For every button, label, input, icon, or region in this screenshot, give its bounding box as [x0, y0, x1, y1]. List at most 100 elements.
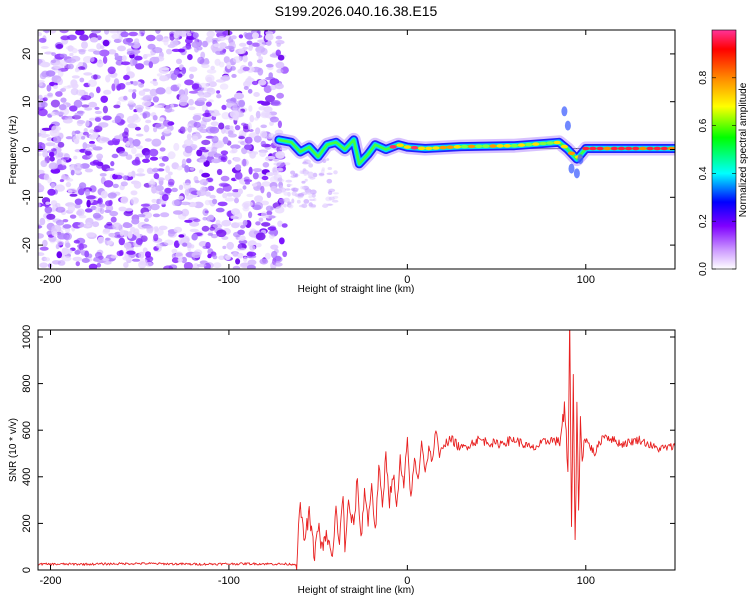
noise-blob	[197, 56, 205, 64]
noise-blob	[184, 165, 190, 173]
noise-blob	[74, 198, 83, 205]
noise-blob	[331, 199, 339, 203]
noise-blob	[270, 244, 279, 250]
ridge-core	[567, 151, 576, 156]
noise-blob	[153, 233, 159, 242]
ridge-core	[425, 146, 433, 151]
noise-blob	[258, 56, 264, 61]
y-tick-label: -20	[21, 237, 33, 253]
noise-blob	[51, 125, 58, 134]
noise-blob	[50, 59, 57, 63]
noise-blob	[60, 35, 70, 41]
noise-blob	[38, 184, 45, 192]
noise-blob	[99, 207, 105, 214]
noise-blob	[230, 35, 237, 40]
noise-blob	[235, 258, 241, 265]
ridge-core	[475, 144, 483, 149]
snr-panel: -200 -100 0 100 0 200 400 600 800 1000 Height of…	[8, 325, 676, 596]
noise-blob	[54, 184, 65, 192]
noise-blob	[237, 252, 244, 259]
noise-blob	[229, 110, 240, 119]
ridge-spike	[564, 120, 571, 131]
noise-blob	[89, 144, 97, 148]
noise-blob	[266, 191, 272, 198]
noise-blob	[149, 80, 158, 84]
noise-blob	[176, 58, 182, 65]
noise-blob	[188, 66, 198, 72]
noise-blob	[120, 31, 129, 38]
noise-blob	[303, 199, 310, 204]
noise-blob	[274, 262, 283, 267]
noise-blob	[102, 39, 110, 47]
noise-blob	[160, 212, 170, 218]
noise-blob	[327, 203, 334, 206]
colorbar-tick-label: 0.2	[698, 214, 709, 228]
noise-blob	[213, 262, 222, 269]
noise-blob	[57, 233, 68, 240]
noise-blob	[136, 107, 143, 113]
noise-blob	[73, 239, 80, 244]
noise-blob	[238, 99, 246, 108]
noise-blob	[78, 61, 83, 67]
ridge-core	[525, 142, 533, 147]
noise-blob	[302, 161, 309, 165]
noise-blob	[230, 215, 235, 219]
noise-blob	[280, 203, 285, 208]
ridge-core	[517, 143, 526, 147]
noise-blob	[191, 41, 200, 48]
y-tick-label: 10	[21, 96, 33, 108]
noise-blob	[322, 203, 328, 209]
noise-blob	[93, 50, 102, 55]
noise-blob	[56, 251, 63, 259]
ridge-spike	[561, 106, 568, 117]
noise-blob	[100, 95, 108, 104]
noise-blob	[46, 84, 52, 92]
noise-blob	[109, 210, 119, 217]
ridge-core	[489, 144, 497, 148]
noise-blob	[126, 50, 135, 56]
noise-blob	[310, 204, 317, 208]
noise-blob	[92, 221, 100, 228]
noise-blob	[209, 194, 216, 199]
noise-blob	[152, 96, 159, 103]
noise-blob	[38, 37, 47, 43]
noise-blob	[222, 30, 233, 36]
noise-blob	[38, 152, 42, 157]
noise-blob	[134, 38, 140, 44]
noise-blob	[196, 189, 207, 197]
noise-blob	[104, 30, 110, 35]
noise-blob	[216, 94, 222, 99]
noise-blob	[266, 172, 275, 177]
noise-blob	[188, 90, 199, 94]
noise-blob	[253, 185, 262, 192]
x-tick-label: -200	[39, 575, 61, 587]
noise-blob	[158, 117, 165, 122]
noise-blob	[55, 219, 65, 226]
noise-blob	[55, 91, 63, 97]
noise-blob	[194, 180, 200, 184]
noise-blob	[251, 42, 261, 47]
noise-blob	[192, 114, 202, 121]
noise-blob	[177, 257, 183, 263]
noise-blob	[65, 242, 71, 248]
noise-blob	[108, 232, 116, 237]
noise-blob	[199, 178, 209, 186]
noise-blob	[49, 151, 55, 158]
ridge-core	[446, 145, 454, 149]
noise-blob	[74, 130, 81, 134]
noise-blob	[111, 33, 120, 40]
noise-blob	[291, 191, 297, 196]
noise-blob	[212, 198, 218, 205]
noise-blob	[39, 217, 46, 226]
noise-blob	[242, 185, 247, 190]
noise-blob	[234, 125, 241, 131]
noise-blob	[127, 123, 138, 129]
noise-blob	[221, 236, 229, 240]
noise-blob	[308, 163, 314, 168]
noise-blob	[84, 91, 89, 96]
noise-blob	[199, 94, 205, 99]
noise-blob	[58, 104, 67, 111]
noise-blob	[205, 126, 216, 134]
noise-blob	[71, 83, 79, 89]
noise-blob	[44, 51, 54, 55]
